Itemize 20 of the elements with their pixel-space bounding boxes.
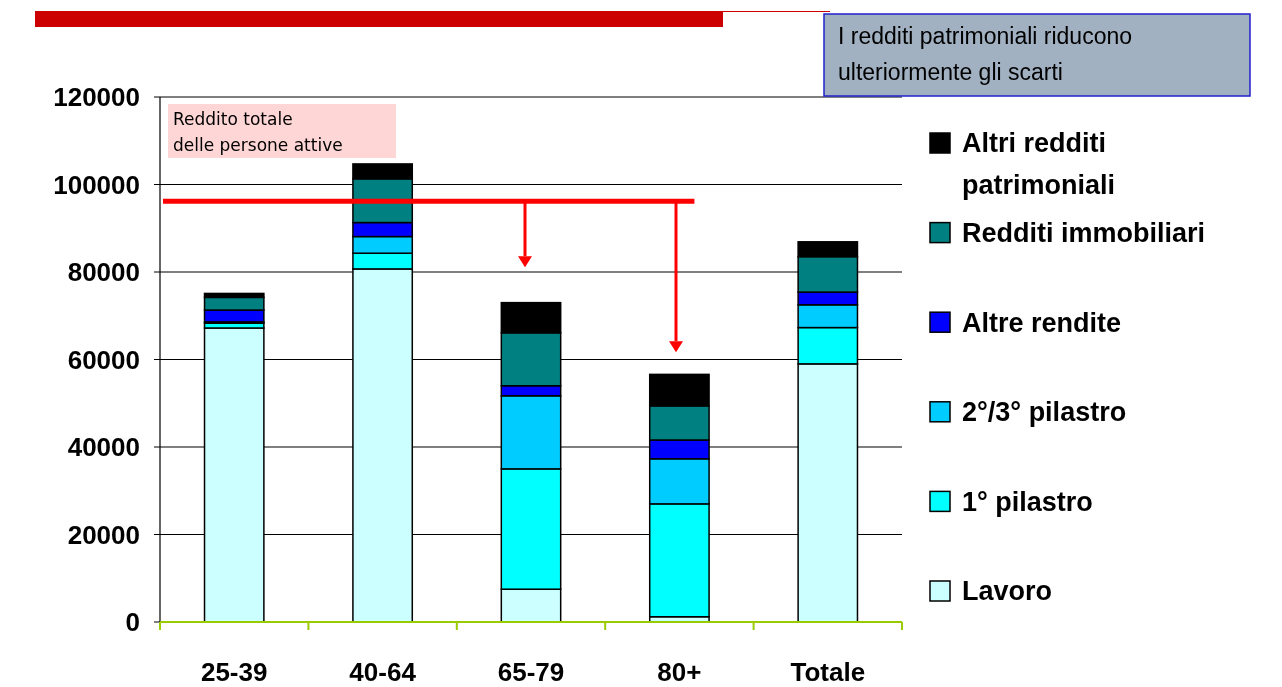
ref-line-label: Reddito totale delle persone attive [173, 109, 343, 155]
legend-label: 2°/3° pilastro [962, 397, 1127, 428]
text: I redditi patrimoniali riducono ulteriormente gli scarti [838, 23, 1133, 85]
y-tick-label: 20000 [67, 519, 140, 550]
legend-label: Altre rendite [962, 307, 1122, 338]
y-tick-label: 60000 [67, 344, 140, 375]
y-tick-label: 120000 [53, 82, 140, 113]
legend-label: Redditi immobiliari [962, 218, 1206, 249]
x-tick-label: 25-39 [200, 657, 268, 687]
legend-label: Altri redditi patrimoniali [962, 128, 1116, 201]
y-tick-label: 40000 [67, 432, 140, 463]
x-tick-label: 80+ [657, 657, 702, 687]
legend-label: 1° pilastro [962, 486, 1093, 517]
x-tick-label: Totale [790, 657, 866, 687]
y-tick-label: 0 [125, 607, 140, 638]
x-tick-label: 65-79 [497, 657, 565, 687]
y-tick-label: 80000 [67, 257, 140, 288]
legend-label: Lavoro [962, 576, 1053, 607]
y-tick-label: 100000 [53, 169, 140, 200]
x-tick-label: 40-64 [349, 657, 417, 687]
